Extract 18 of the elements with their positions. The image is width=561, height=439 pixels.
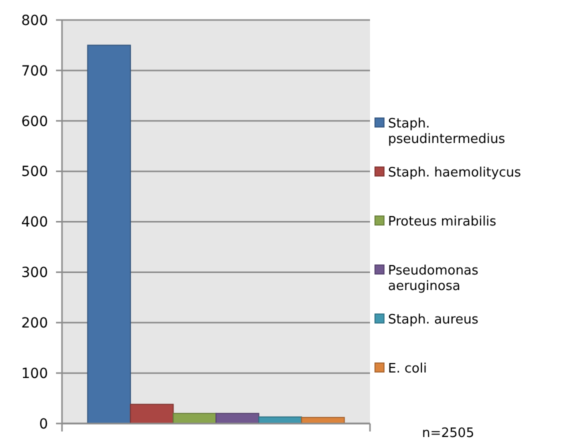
y-tick-label: 200 (21, 316, 48, 332)
legend-label: Staph. aureus (388, 312, 479, 328)
y-tick-label: 100 (21, 366, 48, 382)
legend-label: Proteus mirabilis (388, 214, 497, 230)
bar (130, 404, 174, 424)
y-tick-label: 400 (21, 214, 48, 231)
bar (87, 44, 131, 424)
legend-label: Staph. haemolitycus (388, 166, 522, 181)
y-tick-label: 0 (39, 416, 48, 432)
legend-label: Pseudomonas aeruginosa (388, 264, 479, 294)
y-tick-label: 600 (21, 114, 48, 130)
y-tick-label: 500 (21, 164, 48, 180)
y-tick-label: 300 (21, 265, 48, 282)
y-tick-label: 700 (21, 63, 48, 80)
legend-label: E. coli (388, 362, 427, 377)
legend-label: Staph. pseudintermedius (388, 116, 506, 148)
text: n=2505 (422, 426, 474, 439)
y-tick-label: 800 (21, 12, 48, 29)
